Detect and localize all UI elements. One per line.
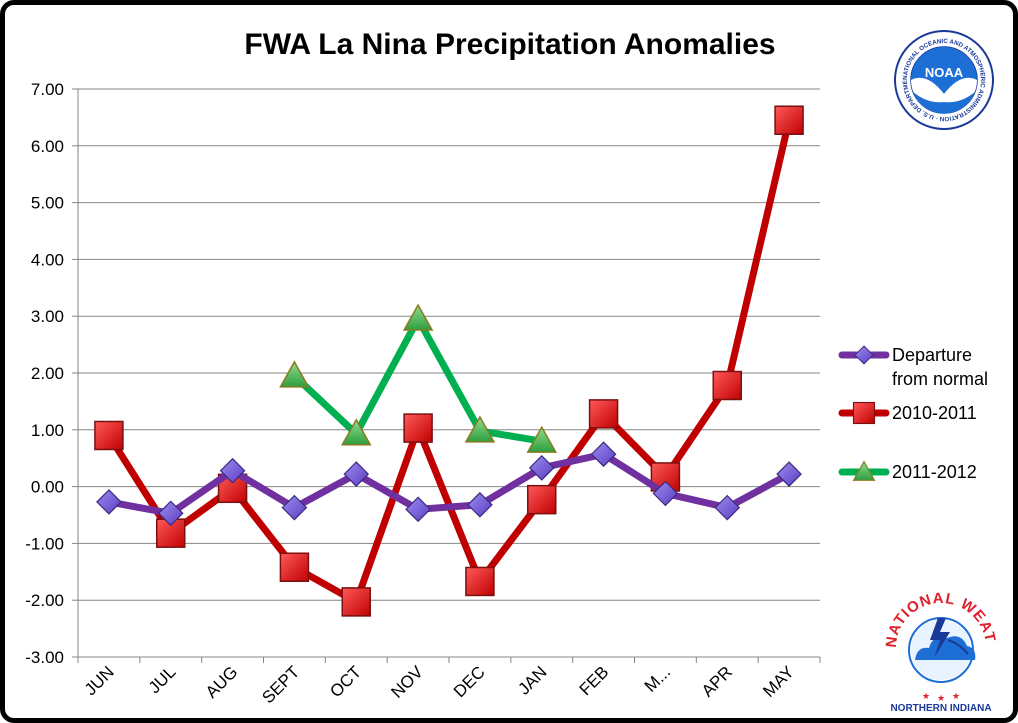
gridlines bbox=[78, 88, 820, 601]
y-tick-label: 2.00 bbox=[31, 364, 64, 383]
legend-entry: 2011-2012 bbox=[838, 460, 977, 482]
legend-label: 2010-2011 bbox=[892, 403, 977, 423]
series-2010-2011 bbox=[94, 105, 804, 617]
data-point-square bbox=[403, 413, 433, 443]
data-point-diamond bbox=[854, 345, 874, 365]
nws-star-icon: ★ bbox=[922, 692, 930, 702]
data-point-triangle bbox=[526, 425, 558, 453]
chart-title: FWA La Nina Precipitation Anomalies bbox=[244, 28, 775, 61]
y-tick-label: -3.00 bbox=[25, 648, 64, 667]
x-tick-label: JAN bbox=[514, 662, 550, 698]
x-tick-label: FEB bbox=[576, 662, 613, 699]
noaa-ring-text: NATIONAL OCEANIC AND ATMOSPHERIC ADMINIS… bbox=[0, 0, 986, 122]
x-tick-label: JUL bbox=[145, 662, 180, 697]
data-point-square bbox=[94, 420, 124, 451]
data-point-square bbox=[279, 552, 310, 583]
data-point-square bbox=[774, 105, 804, 135]
series-line bbox=[105, 116, 793, 606]
data-point-diamond bbox=[590, 441, 617, 468]
data-point-diamond bbox=[528, 455, 555, 481]
legend: Departure from normal 2010-2011 2011-2012 bbox=[838, 345, 988, 482]
x-tick-label: SEPT bbox=[258, 662, 303, 707]
data-point-diamond bbox=[96, 489, 122, 515]
y-tick-label: 6.00 bbox=[31, 137, 64, 156]
x-tick-label: JUN bbox=[81, 662, 118, 699]
series-departure-from-normal bbox=[96, 441, 802, 527]
data-point-diamond bbox=[467, 491, 493, 518]
axes bbox=[72, 88, 821, 663]
noaa-logo: NOAA NATIONAL OCEANIC AND ATMOSPHERIC AD… bbox=[0, 0, 994, 130]
y-tick-labels: -3.00 -2.00 -1.00 0.00 1.00 2.00 3.00 4.00 5.00 6… bbox=[25, 80, 64, 667]
data-point-diamond bbox=[405, 496, 431, 523]
data-point-diamond bbox=[776, 461, 802, 487]
y-tick-label: 7.00 bbox=[31, 80, 64, 99]
legend-label: from normal bbox=[892, 369, 988, 389]
y-tick-label: 4.00 bbox=[31, 250, 64, 269]
y-tick-label: 0.00 bbox=[31, 478, 64, 497]
y-tick-label: -1.00 bbox=[25, 534, 64, 553]
data-point-square bbox=[527, 484, 557, 515]
data-point-triangle bbox=[852, 460, 876, 481]
series-layer bbox=[94, 105, 804, 617]
x-tick-label: DEC bbox=[450, 662, 489, 701]
x-tick-label: NOV bbox=[387, 662, 427, 702]
data-point-square bbox=[852, 401, 876, 425]
data-point-diamond bbox=[714, 494, 741, 521]
nws-caption: NORTHERN INDIANA bbox=[890, 703, 991, 714]
y-tick-label: 3.00 bbox=[31, 307, 64, 326]
nws-star-icon: ★ bbox=[937, 694, 945, 704]
legend-label: 2011-2012 bbox=[892, 462, 977, 482]
data-point-triangle bbox=[464, 415, 496, 443]
data-point-triangle bbox=[402, 303, 434, 331]
legend-entry: Departure from normal bbox=[838, 345, 988, 389]
data-point-square bbox=[341, 587, 371, 617]
y-tick-label: 5.00 bbox=[31, 194, 64, 213]
data-point-square bbox=[465, 566, 495, 597]
data-point-diamond bbox=[281, 494, 308, 521]
y-tick-label: -2.00 bbox=[25, 591, 64, 610]
x-tick-label: M... bbox=[641, 662, 674, 695]
x-tick-label: MAY bbox=[759, 662, 798, 701]
legend-entry: 2010-2011 bbox=[838, 401, 977, 425]
x-tick-label: OCT bbox=[326, 662, 365, 701]
legend-label: Departure bbox=[892, 345, 972, 365]
data-point-triangle bbox=[340, 418, 372, 446]
data-point-diamond bbox=[157, 500, 184, 527]
data-point-square bbox=[712, 370, 742, 401]
x-tick-labels: JUN JUL AUG SEPT OCT NOV DEC JAN FEB M... APR MAY bbox=[81, 662, 798, 707]
y-tick-label: 1.00 bbox=[31, 421, 64, 440]
x-tick-label: AUG bbox=[202, 662, 241, 701]
noaa-logo-text: NOAA bbox=[925, 65, 964, 80]
data-point-square bbox=[588, 399, 619, 429]
data-point-diamond bbox=[652, 480, 679, 507]
data-point-triangle bbox=[279, 360, 310, 388]
nws-star-icon: ★ bbox=[952, 692, 960, 702]
series-2011-2012 bbox=[279, 303, 558, 453]
data-point-diamond bbox=[343, 461, 370, 487]
x-tick-label: APR bbox=[698, 662, 736, 700]
data-point-square bbox=[156, 518, 186, 548]
data-point-diamond bbox=[219, 457, 246, 484]
